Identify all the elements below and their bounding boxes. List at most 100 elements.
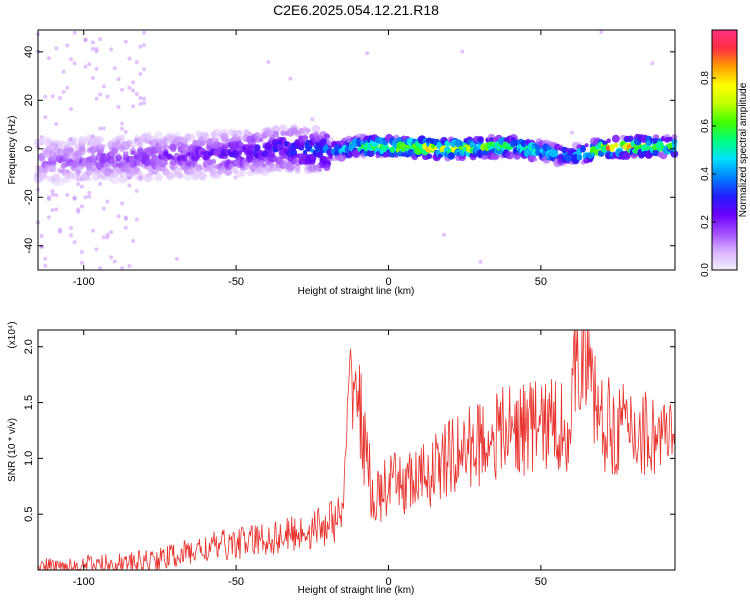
spectrogram-cell	[119, 174, 125, 179]
spectrogram-cell	[43, 94, 48, 99]
spectrogram-cell	[193, 157, 198, 162]
spectrogram-cell	[243, 128, 250, 135]
spectrogram-cell	[118, 175, 127, 184]
spectrogram-cell	[83, 37, 88, 42]
spectrogram-cell	[79, 204, 84, 209]
spectrogram-cell	[248, 131, 253, 136]
snr-y-tick-label: 2.0	[23, 339, 35, 354]
spectrogram-cell	[302, 135, 308, 141]
spectrogram-cell	[505, 151, 514, 160]
spectrogram-cell	[123, 39, 128, 44]
spectrogram-y-tick-label: -40	[23, 238, 35, 254]
spectrogram-cell	[61, 69, 66, 74]
spectrogram-cell	[87, 62, 92, 67]
spectrogram-cell	[54, 122, 59, 126]
spectrogram-cell	[397, 151, 403, 157]
spectrogram-cell	[123, 129, 128, 134]
colorbar-gradient	[712, 30, 737, 270]
spectrogram-cell	[163, 161, 169, 166]
spectrogram-cell	[631, 152, 637, 158]
spectrogram-cell	[90, 228, 95, 233]
spectrogram-cell	[576, 154, 583, 161]
spectrogram-cell	[258, 137, 264, 143]
spectrogram-cell	[352, 149, 361, 159]
snr-y-tick-label: 0.5	[23, 507, 35, 522]
spectrogram-cell	[101, 235, 106, 240]
spectrogram-cell	[115, 154, 122, 162]
spectrogram-cell	[606, 138, 611, 143]
spectrogram-cell	[68, 107, 73, 112]
spectrogram-cell	[317, 167, 322, 172]
colorbar-ticks: 0.0 0.2 0.4 0.6 0.8	[700, 71, 716, 277]
spectrogram-cell	[87, 194, 92, 199]
spectrogram-cell	[138, 102, 143, 106]
spectrogram-cell	[120, 201, 125, 206]
spectrogram-cell	[101, 144, 106, 148]
spectrogram-cell	[570, 130, 574, 135]
spectrogram-cell	[47, 197, 51, 202]
spectrogram-cell	[188, 133, 196, 141]
spectrogram-cell	[142, 101, 147, 105]
spectrogram-cell	[90, 151, 96, 156]
spectrogram-cell	[57, 227, 62, 232]
chart-title: C2E6.2025.054.12.21.R18	[273, 2, 439, 18]
spectrogram-cell	[71, 173, 78, 180]
colorbar-tick-label: 0.0	[700, 263, 711, 277]
spectrogram-cell	[72, 141, 78, 147]
spectrogram-y-tick-label: 20	[23, 94, 35, 106]
spectrogram-cell	[50, 94, 55, 99]
spectrogram-cell	[109, 169, 114, 173]
spectrogram-cell	[68, 137, 73, 142]
spectrogram-cell	[72, 195, 77, 200]
spectrogram-cell	[671, 138, 678, 145]
snr-y-multiplier: (x10⁴)	[7, 321, 18, 348]
colorbar-frame	[711, 29, 738, 271]
spectrogram-cell	[79, 260, 84, 265]
spectrogram-x-tick-label: 0	[385, 276, 391, 288]
spectrogram-cell	[50, 208, 55, 213]
spectrogram-cell	[288, 76, 293, 81]
spectrogram-cell	[94, 49, 99, 54]
spectrogram-cell	[86, 176, 92, 182]
spectrogram-cell	[94, 247, 99, 252]
spectrogram-cell	[192, 174, 199, 180]
spectrogram-cell	[650, 61, 655, 66]
spectrogram-cell	[123, 151, 129, 157]
spectrogram-cell	[116, 77, 121, 82]
colorbar-tick-label: 0.4	[700, 167, 711, 181]
spectrogram-cell	[426, 153, 433, 160]
snr-x-ticks: -100 -50 0 50	[73, 330, 547, 588]
spectrogram-cell	[580, 145, 586, 151]
spectrogram-cell	[345, 135, 353, 143]
spectrogram-cell	[72, 30, 77, 35]
spectrogram-cell	[109, 47, 114, 52]
spectrogram-cell	[138, 44, 143, 49]
spectrogram-cell	[90, 75, 95, 80]
spectrogram-cell	[68, 233, 73, 238]
spectrogram-cell	[137, 176, 144, 183]
spectrogram-cell	[123, 217, 128, 221]
spectrogram-cell	[670, 150, 679, 158]
spectrogram-cell	[143, 157, 153, 167]
spectrogram-cell	[105, 232, 110, 237]
spectrogram-cell	[448, 152, 455, 159]
spectrogram-cell	[78, 145, 85, 152]
spectrogram-cell	[478, 259, 483, 264]
spectrogram-cell	[50, 189, 55, 193]
spectrogram-cell	[57, 96, 62, 100]
spectrogram-cell	[627, 135, 634, 143]
spectrogram-cell	[61, 158, 66, 163]
spectrogram-cell	[611, 134, 620, 143]
spectrogram-cell	[94, 96, 99, 101]
spectrogram-cell	[105, 199, 110, 204]
spectrogram-cell	[286, 162, 295, 172]
spectrogram-cell	[613, 142, 619, 148]
spectrogram-cell	[222, 143, 227, 148]
spectrogram-cell	[43, 263, 48, 268]
spectrogram-cell	[76, 209, 81, 214]
spectrogram-cell	[110, 175, 120, 185]
spectrogram-cell	[211, 163, 216, 169]
spectrogram-cell	[47, 195, 51, 200]
spectrogram-panel: -100 -50 0 50 -40 -20 0 20 40 Height of straigh…	[7, 29, 679, 297]
spectrogram-frame	[37, 29, 676, 271]
